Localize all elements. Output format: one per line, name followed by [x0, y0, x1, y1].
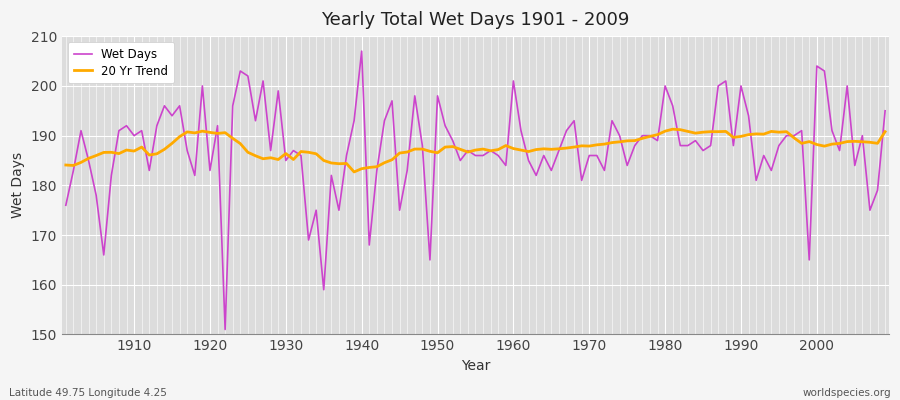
20 Yr Trend: [516, 148, 526, 152]
Wet Days: [341, 153, 352, 158]
Wet Days: [295, 153, 306, 158]
X-axis label: Year: Year: [461, 359, 491, 373]
Y-axis label: Wet Days: Wet Days: [11, 152, 25, 218]
Wet Days: [122, 123, 132, 128]
20 Yr Trend: [607, 140, 617, 145]
20 Yr Trend: [60, 163, 71, 168]
20 Yr Trend: [508, 146, 518, 151]
Wet Days: [220, 327, 230, 332]
Line: 20 Yr Trend: 20 Yr Trend: [66, 129, 885, 172]
Text: Latitude 49.75 Longitude 4.25: Latitude 49.75 Longitude 4.25: [9, 388, 166, 398]
Line: Wet Days: Wet Days: [66, 51, 885, 330]
20 Yr Trend: [288, 157, 299, 162]
Wet Days: [614, 133, 625, 138]
Wet Days: [516, 128, 526, 133]
Text: worldspecies.org: worldspecies.org: [803, 388, 891, 398]
20 Yr Trend: [879, 129, 890, 134]
20 Yr Trend: [667, 127, 678, 132]
20 Yr Trend: [122, 148, 132, 152]
Wet Days: [523, 158, 534, 163]
20 Yr Trend: [348, 170, 359, 174]
Wet Days: [60, 203, 71, 208]
Title: Yearly Total Wet Days 1901 - 2009: Yearly Total Wet Days 1901 - 2009: [321, 11, 630, 29]
Legend: Wet Days, 20 Yr Trend: Wet Days, 20 Yr Trend: [68, 42, 174, 84]
20 Yr Trend: [334, 161, 345, 166]
Wet Days: [879, 108, 890, 113]
Wet Days: [356, 49, 367, 54]
